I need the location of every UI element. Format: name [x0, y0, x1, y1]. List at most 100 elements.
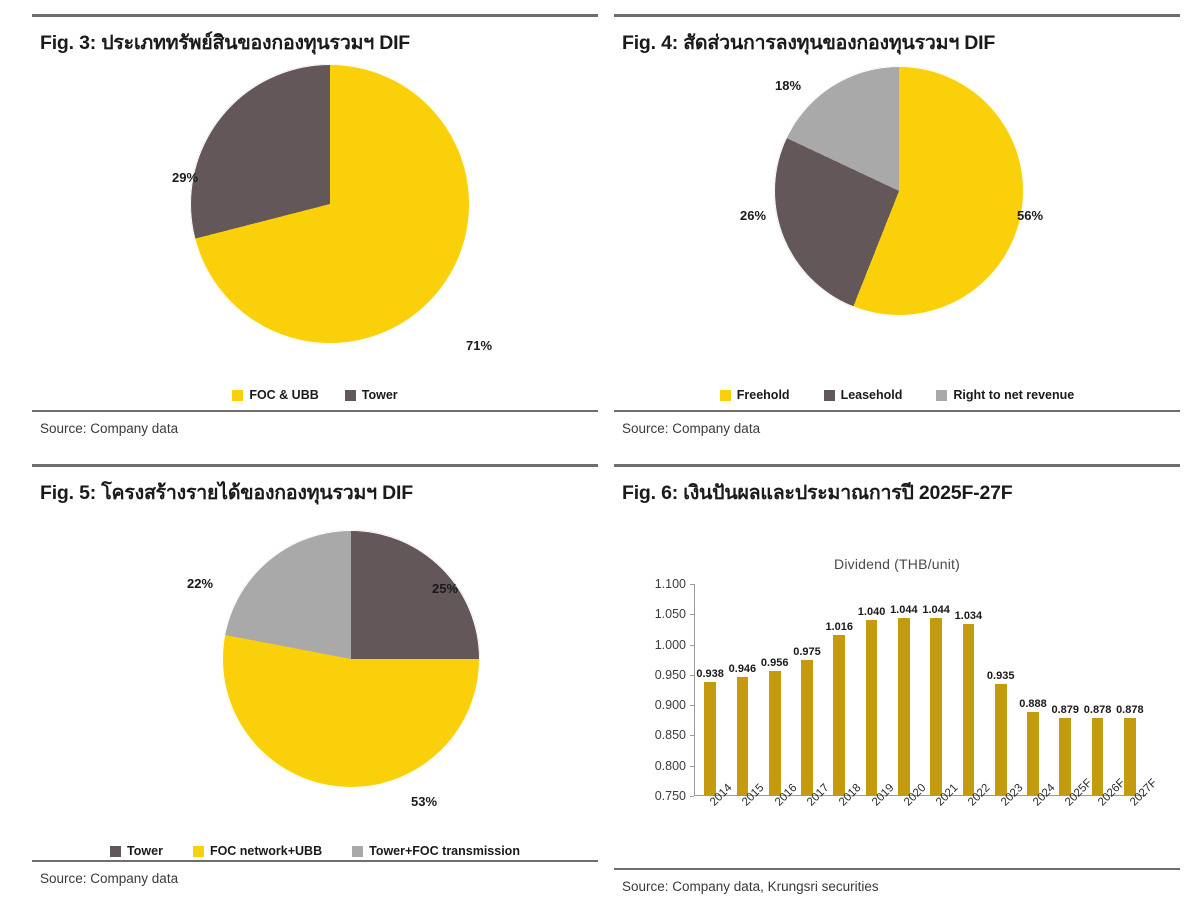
y-axis-tick-label: 0.900: [654, 698, 686, 713]
figure-panel-fig6: Fig. 6: เงินปันผลและประมาณการปี 2025F-27…: [614, 464, 1180, 894]
bar-value-label: 1.016: [825, 620, 854, 633]
x-axis-tick-labels: 2014 2015 2016 2017 2018 2019 2020 2021 2022 2023…: [694, 777, 1159, 856]
panel-top-rule: [32, 14, 598, 17]
bar: [994, 683, 1007, 796]
legend-label: Freehold: [736, 388, 790, 402]
legend-item-0[interactable]: Tower: [110, 844, 163, 858]
bar: [930, 617, 942, 796]
y-axis-line: [694, 584, 695, 796]
bar-column[interactable]: 0.946: [729, 663, 756, 796]
legend-item-0[interactable]: Freehold: [719, 388, 790, 402]
bar: [962, 623, 975, 796]
legend-swatch-icon: [232, 389, 244, 401]
panel-top-rule: [32, 464, 598, 467]
legend-item-1[interactable]: Tower: [344, 388, 398, 402]
bar-column[interactable]: 0.975: [793, 646, 821, 796]
page-title-fig4: Fig. 4: สัดส่วนการลงทุนของกองทุนรวมฯ DIF: [622, 32, 996, 54]
pie-slice-label-0: 56%: [1017, 208, 1044, 223]
pie-chart-fig3: 71% 29%: [32, 58, 598, 353]
legend-swatch-icon: [719, 389, 731, 401]
bar-column[interactable]: 0.879: [1052, 704, 1079, 796]
legend-label: Right to net revenue: [953, 388, 1075, 402]
figure-panel-fig4: Fig. 4: สัดส่วนการลงทุนของกองทุนรวมฯ DIF…: [614, 14, 1180, 436]
bar: [833, 634, 846, 796]
legend-fig5: Tower FOC network+UBB Tower+FOC transmis…: [32, 844, 598, 858]
bar-column[interactable]: 0.878: [1116, 704, 1144, 796]
bar-column[interactable]: 0.956: [761, 657, 788, 796]
legend-label: FOC network+UBB: [209, 844, 323, 858]
bar-column[interactable]: 0.935: [987, 670, 1014, 796]
bar-value-label: 0.938: [696, 668, 724, 681]
y-axis-tick-mark: [690, 765, 694, 767]
legend-label: Tower+FOC transmission: [369, 844, 520, 858]
y-axis-tick-label: 0.750: [654, 789, 686, 803]
bar-value-label: 0.975: [793, 645, 821, 658]
pie-chart-fig5: 25% 53% 22%: [32, 508, 598, 820]
legend-item-2[interactable]: Tower+FOC transmission: [352, 844, 520, 858]
bar-column[interactable]: 1.044: [890, 604, 918, 796]
pie-slice-label-0: 25%: [432, 581, 459, 596]
bar-value-label: 1.040: [857, 606, 886, 619]
bar-chart-plot: 0.938 0.946 0.956 0.975 1.016 1.040 1.044 1.044…: [655, 577, 1160, 808]
source-note-fig4: Source: Company data: [622, 421, 761, 436]
bar-column[interactable]: 1.016: [826, 621, 853, 796]
bar: [1091, 718, 1104, 796]
legend-label: Leasehold: [840, 388, 903, 402]
bar-value-label: 1.034: [954, 609, 983, 622]
bar-value-label: 1.044: [922, 603, 950, 616]
panel-top-rule: [614, 14, 1180, 17]
bar-column[interactable]: 1.040: [858, 606, 885, 796]
page-title-fig5: Fig. 5: โครงสร้างรายได้ของกองทุนรวมฯ DIF: [40, 482, 413, 504]
legend-fig4: Freehold Leasehold Right to net revenue: [614, 388, 1180, 402]
bar-column[interactable]: 0.938: [696, 668, 724, 796]
source-note-fig6: Source: Company data, Krungsri securitie…: [622, 879, 879, 894]
legend-swatch-icon: [352, 845, 364, 857]
legend-item-0[interactable]: FOC & UBB: [232, 388, 319, 402]
bar-column[interactable]: 0.888: [1019, 698, 1047, 796]
pie-slice-label-2: 22%: [187, 576, 214, 591]
chart-subtitle-fig6: Dividend (THB/unit): [834, 556, 960, 572]
bar-value-label: 0.956: [760, 657, 789, 670]
legend-item-2[interactable]: Right to net revenue: [936, 388, 1074, 402]
chart-fig5: 25% 53% 22% Tower FOC network+UBB Tower+…: [32, 508, 598, 860]
chart-fig3: 71% 29% FOC & UBB Tower: [32, 58, 598, 410]
y-axis-tick-label: 0.800: [654, 758, 686, 773]
bar-column[interactable]: 0.878: [1084, 704, 1111, 796]
bar-value-label: 0.935: [986, 669, 1015, 682]
bar: [865, 620, 878, 796]
panel-bottom-rule: [32, 410, 598, 412]
pie-graphic: [222, 530, 480, 788]
source-note-fig3: Source: Company data: [40, 421, 179, 436]
bar-value-label: 1.044: [890, 603, 918, 616]
y-axis-tick-label: 0.950: [654, 667, 686, 682]
pie-slice-label-1: 26%: [740, 208, 767, 223]
legend-item-1[interactable]: FOC network+UBB: [192, 844, 323, 858]
legend-label: Tower: [127, 844, 163, 858]
figure-panel-fig3: Fig. 3: ประเภททรัพย์สินของกองทุนรวมฯ DIF…: [32, 14, 598, 436]
bar-series: 0.938 0.946 0.956 0.975 1.016 1.040 1.044 1.044…: [694, 584, 1146, 796]
legend-swatch-icon: [823, 389, 835, 401]
y-axis-tick-mark: [690, 735, 694, 737]
y-axis-tick-mark: [690, 705, 694, 707]
pie-slice-label-1: 53%: [411, 794, 438, 809]
legend-label: Tower: [361, 388, 398, 402]
pie-slice-label-0: 71%: [466, 338, 493, 353]
page-title-fig6: Fig. 6: เงินปันผลและประมาณการปี 2025F-27…: [622, 482, 1013, 504]
chart-fig6: Dividend (THB/unit) 0.938 0.946 0.956 0.975…: [614, 508, 1180, 868]
legend-swatch-icon: [344, 389, 356, 401]
bar: [768, 671, 781, 796]
bar-column[interactable]: 1.034: [955, 610, 982, 796]
bar-value-label: 0.946: [728, 663, 757, 676]
page-title-fig3: Fig. 3: ประเภททรัพย์สินของกองทุนรวมฯ DIF: [40, 32, 411, 54]
legend-swatch-icon: [110, 845, 122, 857]
bar-value-label: 0.878: [1116, 704, 1144, 717]
panel-bottom-rule: [32, 860, 598, 862]
legend-item-1[interactable]: Leasehold: [823, 388, 903, 402]
bar-value-label: 0.888: [1019, 698, 1047, 711]
pie-slice-label-1: 29%: [172, 170, 199, 185]
bar-column[interactable]: 1.044: [922, 604, 950, 796]
pie-graphic: [774, 66, 1024, 316]
bar: [1059, 717, 1072, 796]
legend-swatch-icon: [936, 389, 948, 401]
